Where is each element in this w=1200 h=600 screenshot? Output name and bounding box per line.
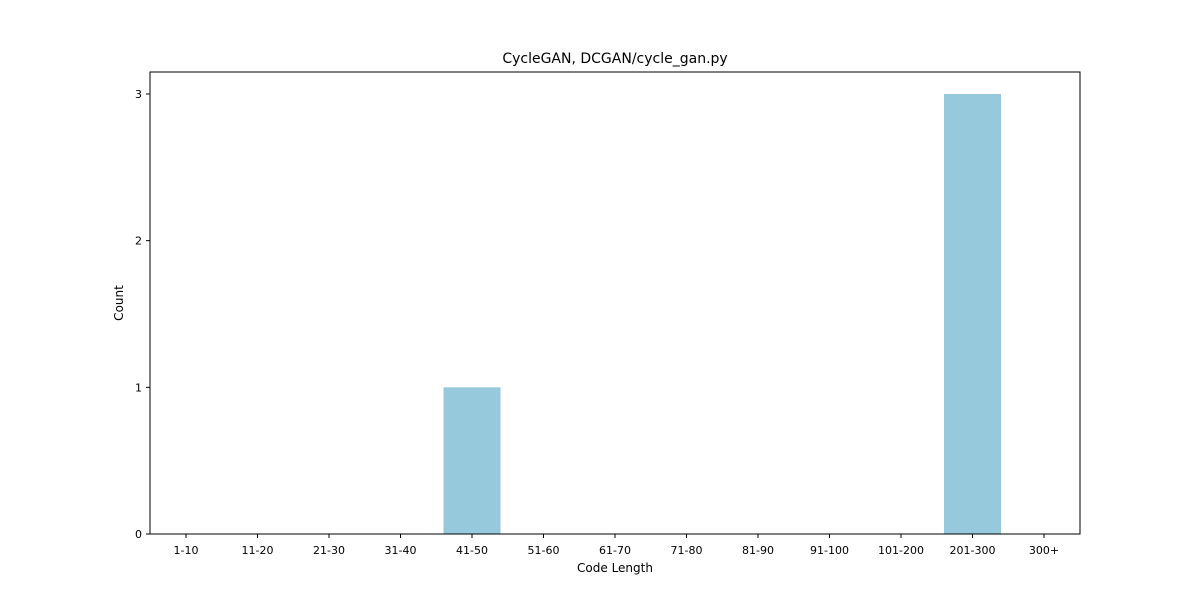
x-tick-label: 91-100 (810, 544, 849, 557)
x-tick-label: 71-80 (671, 544, 703, 557)
y-axis-label: Count (112, 285, 126, 321)
chart-title: CycleGAN, DCGAN/cycle_gan.py (502, 51, 727, 67)
x-tick-label: 81-90 (742, 544, 774, 557)
x-tick-label: 21-30 (313, 544, 345, 557)
x-tick-label: 1-10 (174, 544, 199, 557)
x-tick-label: 61-70 (599, 544, 631, 557)
x-tick-label: 300+ (1029, 544, 1059, 557)
x-tick-label: 31-40 (385, 544, 417, 557)
bars-group (443, 94, 1001, 534)
bar-201-300 (944, 94, 1001, 534)
y-tick-label: 2 (135, 235, 142, 248)
x-tick-label: 41-50 (456, 544, 488, 557)
y-tick-label: 1 (135, 381, 142, 394)
x-tick-label: 101-200 (878, 544, 924, 557)
bar-41-50 (443, 387, 501, 534)
x-tick-label: 11-20 (242, 544, 274, 557)
y-tick-label: 0 (135, 528, 142, 541)
plot-frame (149, 71, 1081, 535)
x-axis-ticks: 1-10 11-20 21-30 31-40 41-50 51-60 61-70 71-80 8… (174, 534, 1059, 557)
x-axis-label: Code Length (577, 561, 653, 575)
y-tick-label: 3 (135, 88, 142, 101)
x-tick-label: 201-300 (950, 544, 996, 557)
y-axis-ticks: 0 1 2 3 (135, 88, 150, 541)
x-tick-label: 51-60 (528, 544, 560, 557)
